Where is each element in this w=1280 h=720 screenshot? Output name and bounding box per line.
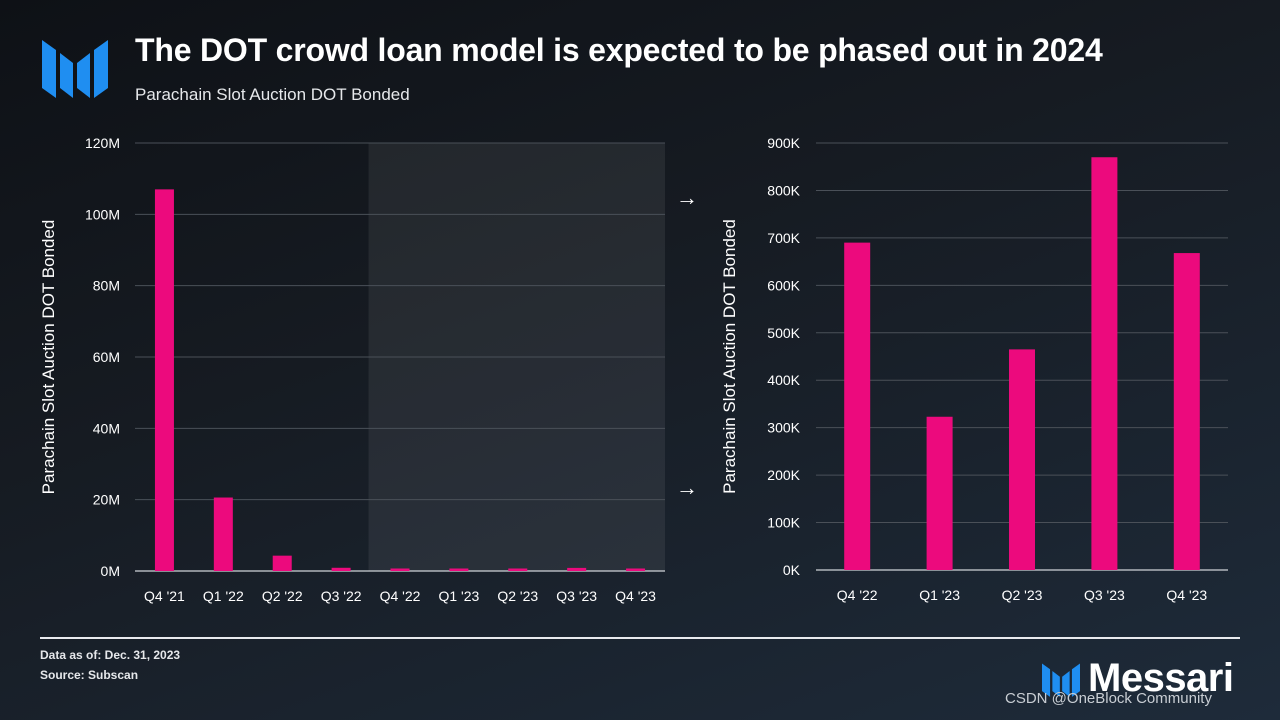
- y-tick-label: 300K: [767, 420, 800, 436]
- x-tick-label: Q1 '22: [203, 588, 244, 604]
- x-tick-label: Q2 '23: [497, 588, 538, 604]
- x-tick-label: Q4 '23: [1166, 587, 1207, 603]
- x-tick-label: Q1 '23: [438, 588, 479, 604]
- brand-name: Messari: [1088, 656, 1234, 700]
- bar: [626, 568, 646, 571]
- y-tick-label: 0M: [101, 563, 120, 579]
- y-tick-label: 800K: [767, 182, 800, 198]
- y-tick-label: 500K: [767, 325, 800, 341]
- bar: [449, 568, 469, 571]
- footer-divider: [40, 637, 1240, 639]
- bar: [567, 567, 587, 571]
- x-tick-label: Q3 '22: [321, 588, 362, 604]
- x-tick-label: Q2 '22: [262, 588, 303, 604]
- x-tick-label: Q4 '22: [380, 588, 421, 604]
- x-tick-label: Q4 '23: [615, 588, 656, 604]
- data-as-of: Data as of: Dec. 31, 2023: [40, 648, 181, 662]
- x-tick-label: Q3 '23: [1084, 587, 1125, 603]
- bar: [508, 568, 528, 571]
- arrow-right-icon: →: [676, 475, 698, 500]
- bar: [213, 497, 233, 571]
- x-tick-label: Q1 '23: [919, 587, 960, 603]
- y-axis-label: Parachain Slot Auction DOT Bonded: [39, 220, 58, 495]
- y-axis-label: Parachain Slot Auction DOT Bonded: [720, 219, 739, 494]
- y-tick-label: 400K: [767, 372, 800, 388]
- bar: [1009, 349, 1035, 570]
- bar: [272, 555, 292, 571]
- y-tick-label: 900K: [767, 135, 800, 151]
- bar: [390, 568, 410, 571]
- messari-logo-icon: [42, 40, 108, 98]
- y-tick-label: 0K: [783, 562, 801, 578]
- watermark: CSDN @OneBlock Community: [1005, 690, 1212, 707]
- x-tick-label: Q4 '21: [144, 588, 185, 604]
- bar: [154, 189, 174, 571]
- bar: [1091, 157, 1118, 570]
- bar: [331, 567, 351, 571]
- brand-logo: Messari: [1042, 656, 1234, 701]
- y-tick-label: 120M: [85, 135, 120, 151]
- y-tick-label: 100K: [767, 515, 800, 531]
- y-tick-label: 60M: [93, 349, 120, 365]
- page-subtitle: Parachain Slot Auction DOT Bonded: [135, 85, 410, 104]
- x-tick-label: Q3 '23: [556, 588, 597, 604]
- messari-logo-icon: [1042, 662, 1080, 697]
- bar: [1173, 253, 1200, 570]
- x-tick-label: Q2 '23: [1002, 587, 1043, 603]
- y-tick-label: 20M: [93, 492, 120, 508]
- y-tick-label: 80M: [93, 278, 120, 294]
- x-tick-label: Q4 '22: [837, 587, 878, 603]
- arrow-right-icon: →: [676, 185, 698, 210]
- bar: [926, 416, 953, 570]
- y-tick-label: 100M: [85, 206, 120, 222]
- y-tick-label: 700K: [767, 230, 800, 246]
- y-tick-label: 200K: [767, 467, 800, 483]
- page-title: The DOT crowd loan model is expected to …: [135, 32, 1103, 68]
- y-tick-label: 40M: [93, 420, 120, 436]
- bar: [844, 242, 871, 570]
- y-tick-label: 600K: [767, 277, 800, 293]
- source-note: Source: Subscan: [40, 668, 139, 682]
